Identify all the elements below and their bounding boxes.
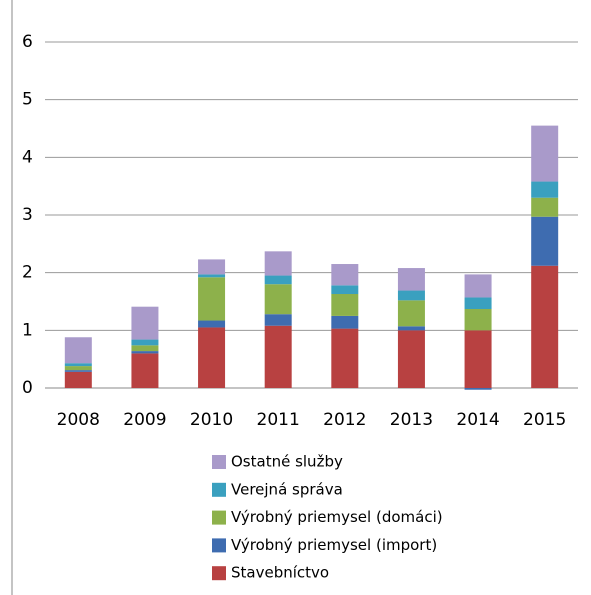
x-tick-label: 2013 [390,410,433,430]
y-tick-label: 0 [22,378,33,398]
bar-segment [464,330,492,388]
legend-label: Výrobný priemysel (import) [231,536,437,554]
x-tick-label: 2009 [123,410,166,430]
bar-segment [397,290,425,301]
legend-swatch [212,510,226,525]
legend-label: Verejná správa [231,480,343,498]
legend-swatch [212,482,226,497]
legend-swatch [212,566,226,581]
y-tick-label: 4 [22,147,33,167]
bar-segment [464,308,492,331]
bar-segment [264,284,292,315]
bar-segment [331,285,359,295]
y-tick-label: 1 [22,320,33,340]
bar-segment [464,388,492,390]
y-tick-label: 3 [22,205,33,225]
bar-segment [64,363,92,367]
legend-label: Výrobný priemysel (domáci) [231,508,443,526]
bar-segment [264,251,292,276]
bar-segment [131,345,159,352]
x-tick-label: 2008 [57,410,100,430]
legend-swatch [212,538,226,553]
bar-segment [198,277,226,321]
bar-segment [64,370,92,372]
x-tick-label: 2012 [323,410,366,430]
bar-segment [397,300,425,327]
bar-segment [331,315,359,329]
bar-segment [198,274,226,278]
y-tick-label: 5 [22,90,33,110]
bar-segment [64,371,92,388]
bar-segment [531,216,559,266]
bar-segment [531,265,559,388]
legend-label: Stavebníctvo [231,564,329,582]
bar-segment [198,320,226,328]
bar-segment [397,330,425,388]
x-tick-label: 2010 [190,410,233,430]
bar-segment [397,326,425,331]
bar-segment [64,337,92,364]
bar-segment [198,259,226,275]
y-tick-label: 6 [22,32,33,52]
bar-segment [531,181,559,198]
bar-segment [531,197,559,217]
bar-segment [464,274,492,298]
legend-label: Ostatné služby [231,453,343,471]
bar-segment [331,294,359,316]
bar-segment [198,327,226,388]
bar-segment [331,328,359,388]
y-tick-label: 2 [22,263,33,283]
bar-segment [64,366,92,371]
bar-segment [264,325,292,388]
bar-segment [397,268,425,291]
x-tick-label: 2014 [456,410,499,430]
bar-segment [264,314,292,326]
bar-segment [264,275,292,285]
bar-segment [131,351,159,354]
bar-segment [131,339,159,346]
bar-segment [131,353,159,388]
bar-segment [464,297,492,309]
x-tick-label: 2011 [257,410,300,430]
legend-swatch [212,455,226,469]
bar-segment [531,125,559,182]
bar-segment [331,264,359,286]
bar-segment [131,306,159,340]
x-tick-label: 2015 [523,410,566,430]
